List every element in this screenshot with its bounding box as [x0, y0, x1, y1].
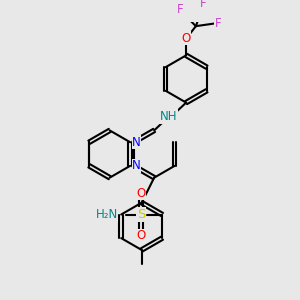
Text: F: F [215, 17, 221, 30]
Text: S: S [137, 208, 146, 221]
Text: N: N [132, 136, 141, 149]
Text: F: F [200, 0, 206, 10]
Text: O: O [182, 32, 191, 45]
Text: O: O [136, 230, 146, 242]
Text: NH: NH [160, 110, 178, 123]
Text: H₂N: H₂N [95, 208, 118, 221]
Text: N: N [132, 159, 141, 172]
Text: O: O [136, 187, 146, 200]
Text: F: F [177, 3, 183, 16]
